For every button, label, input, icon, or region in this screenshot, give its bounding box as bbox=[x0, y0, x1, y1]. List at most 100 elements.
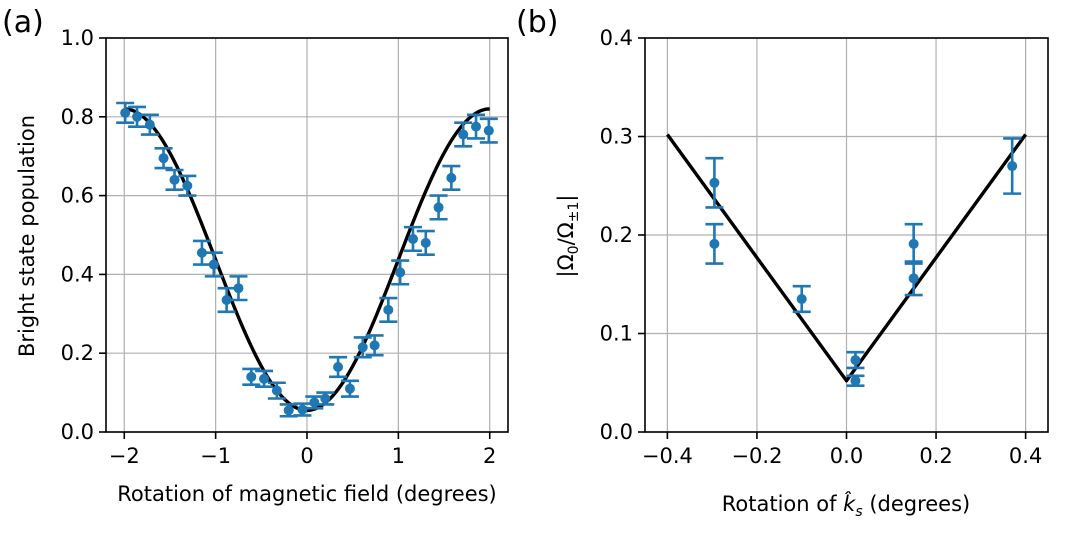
a-marker-12 bbox=[271, 385, 282, 396]
a-data-point-9 bbox=[229, 275, 248, 302]
a-data-point-19 bbox=[353, 336, 372, 359]
a-data-point-17 bbox=[329, 355, 348, 379]
a-marker-23 bbox=[407, 233, 418, 244]
a-data-point-8 bbox=[217, 286, 236, 314]
a-data-point-23 bbox=[403, 225, 422, 253]
panel-b-label: (b) bbox=[516, 5, 558, 40]
panel-a-points-layer bbox=[116, 101, 498, 418]
panel-a-label: (a) bbox=[2, 5, 44, 40]
a-marker-26 bbox=[446, 172, 457, 183]
a-data-point-12 bbox=[267, 381, 286, 400]
a-x-tick-label-1: −1 bbox=[200, 444, 231, 468]
panel-b-x-axis-label-symbol: k̂ bbox=[843, 491, 856, 516]
panel-b-y-axis-label-mid: /Ω bbox=[554, 222, 578, 245]
b-data-point-1 bbox=[705, 222, 724, 265]
a-marker-6 bbox=[196, 247, 207, 258]
a-marker-19 bbox=[357, 342, 368, 353]
b-marker-0 bbox=[709, 177, 720, 188]
a-data-point-24 bbox=[416, 229, 435, 256]
b-data-point-7 bbox=[1003, 137, 1022, 195]
b-data-point-3 bbox=[846, 374, 865, 388]
panel-a-y-axis-label: Bright state population bbox=[15, 115, 39, 357]
a-data-point-18 bbox=[340, 379, 359, 398]
a-marker-4 bbox=[169, 174, 180, 185]
a-marker-2 bbox=[144, 119, 155, 130]
a-x-tick-label-0: −2 bbox=[109, 444, 140, 468]
panel-b-y-axis-label: |Ω0/Ω±1| bbox=[554, 195, 582, 278]
a-marker-24 bbox=[420, 237, 431, 248]
a-marker-11 bbox=[259, 373, 270, 384]
a-marker-5 bbox=[182, 180, 193, 191]
b-x-tick-label-3: 0.2 bbox=[919, 444, 952, 468]
b-fit-line bbox=[666, 133, 1027, 383]
panel-a-ticks: −2 −1 0 1 2 0.0 0.2 0.4 0.6 0.8 1.0 bbox=[61, 26, 497, 468]
b-marker-4 bbox=[850, 355, 861, 366]
a-data-point-26 bbox=[442, 164, 461, 191]
a-data-point-25 bbox=[429, 194, 448, 221]
panel-b: (b) −0.4 −0.2 0.0 0.2 0.4 0.0 0.1 0.2 0.3 0.4 Rot… bbox=[516, 5, 1049, 520]
b-marker-7 bbox=[1007, 161, 1018, 172]
a-x-tick-label-3: 1 bbox=[392, 444, 405, 468]
a-marker-29 bbox=[483, 125, 494, 136]
panel-b-x-axis-label: Rotation of k̂s (degrees) bbox=[722, 491, 971, 520]
b-marker-1 bbox=[709, 238, 720, 249]
b-data-point-6 bbox=[904, 260, 923, 297]
a-data-point-22 bbox=[391, 259, 410, 286]
panel-b-y-axis-label-sub2: ±1 bbox=[566, 202, 582, 223]
a-marker-1 bbox=[132, 111, 143, 122]
a-data-point-0 bbox=[116, 101, 135, 125]
panel-b-y-axis-label-open: |Ω bbox=[554, 254, 579, 277]
a-y-tick-label-1: 0.2 bbox=[61, 341, 94, 365]
a-data-point-7 bbox=[204, 251, 223, 278]
b-y-tick-label-2: 0.2 bbox=[600, 223, 633, 247]
a-x-tick-label-4: 2 bbox=[483, 444, 496, 468]
a-y-tick-label-2: 0.4 bbox=[61, 262, 94, 286]
panel-b-x-axis-label-suffix: (degrees) bbox=[863, 492, 971, 516]
panel-a-x-axis-label: Rotation of magnetic field (degrees) bbox=[117, 482, 497, 506]
a-data-point-16 bbox=[316, 391, 335, 406]
a-marker-15 bbox=[309, 397, 320, 408]
a-data-point-6 bbox=[192, 239, 211, 266]
panel-b-x-axis-label-subscript: s bbox=[855, 504, 862, 520]
a-marker-16 bbox=[320, 393, 331, 404]
a-data-point-10 bbox=[242, 367, 261, 387]
b-data-point-2 bbox=[792, 284, 811, 314]
panel-b-points-layer bbox=[705, 137, 1022, 388]
b-marker-2 bbox=[796, 294, 807, 305]
b-x-tick-label-2: 0.0 bbox=[830, 444, 863, 468]
panel-b-y-axis-label-sub1: 0 bbox=[566, 245, 582, 254]
b-y-tick-label-3: 0.3 bbox=[600, 125, 633, 149]
b-x-tick-label-4: 0.4 bbox=[1009, 444, 1042, 468]
b-y-tick-label-4: 0.4 bbox=[600, 26, 633, 50]
a-data-point-5 bbox=[178, 174, 197, 197]
a-data-point-1 bbox=[128, 105, 147, 128]
a-marker-14 bbox=[297, 404, 308, 415]
b-x-tick-label-1: −0.2 bbox=[731, 444, 782, 468]
b-data-point-4 bbox=[846, 350, 865, 370]
b-marker-6 bbox=[908, 273, 919, 284]
a-marker-7 bbox=[208, 259, 219, 270]
a-data-point-20 bbox=[365, 334, 384, 357]
a-marker-10 bbox=[246, 371, 257, 382]
a-marker-20 bbox=[369, 340, 380, 351]
b-y-tick-label-1: 0.1 bbox=[600, 322, 633, 346]
panel-a-grid bbox=[106, 37, 508, 433]
b-marker-3 bbox=[850, 375, 861, 386]
a-data-point-4 bbox=[165, 168, 184, 191]
a-data-point-27 bbox=[454, 121, 473, 148]
a-data-point-21 bbox=[379, 296, 398, 323]
a-data-point-29 bbox=[479, 117, 498, 144]
a-marker-3 bbox=[158, 153, 169, 164]
b-data-point-5 bbox=[904, 222, 923, 265]
a-marker-13 bbox=[283, 405, 294, 416]
a-marker-17 bbox=[333, 361, 344, 372]
panel-b-x-axis-label-text: Rotation of bbox=[722, 492, 843, 516]
a-x-tick-label-2: 0 bbox=[300, 444, 313, 468]
a-data-point-11 bbox=[255, 369, 274, 388]
a-y-tick-label-3: 0.6 bbox=[61, 184, 94, 208]
a-marker-0 bbox=[120, 107, 131, 118]
a-y-tick-label-5: 1.0 bbox=[61, 26, 94, 50]
a-marker-8 bbox=[221, 295, 232, 306]
a-marker-27 bbox=[458, 129, 469, 140]
